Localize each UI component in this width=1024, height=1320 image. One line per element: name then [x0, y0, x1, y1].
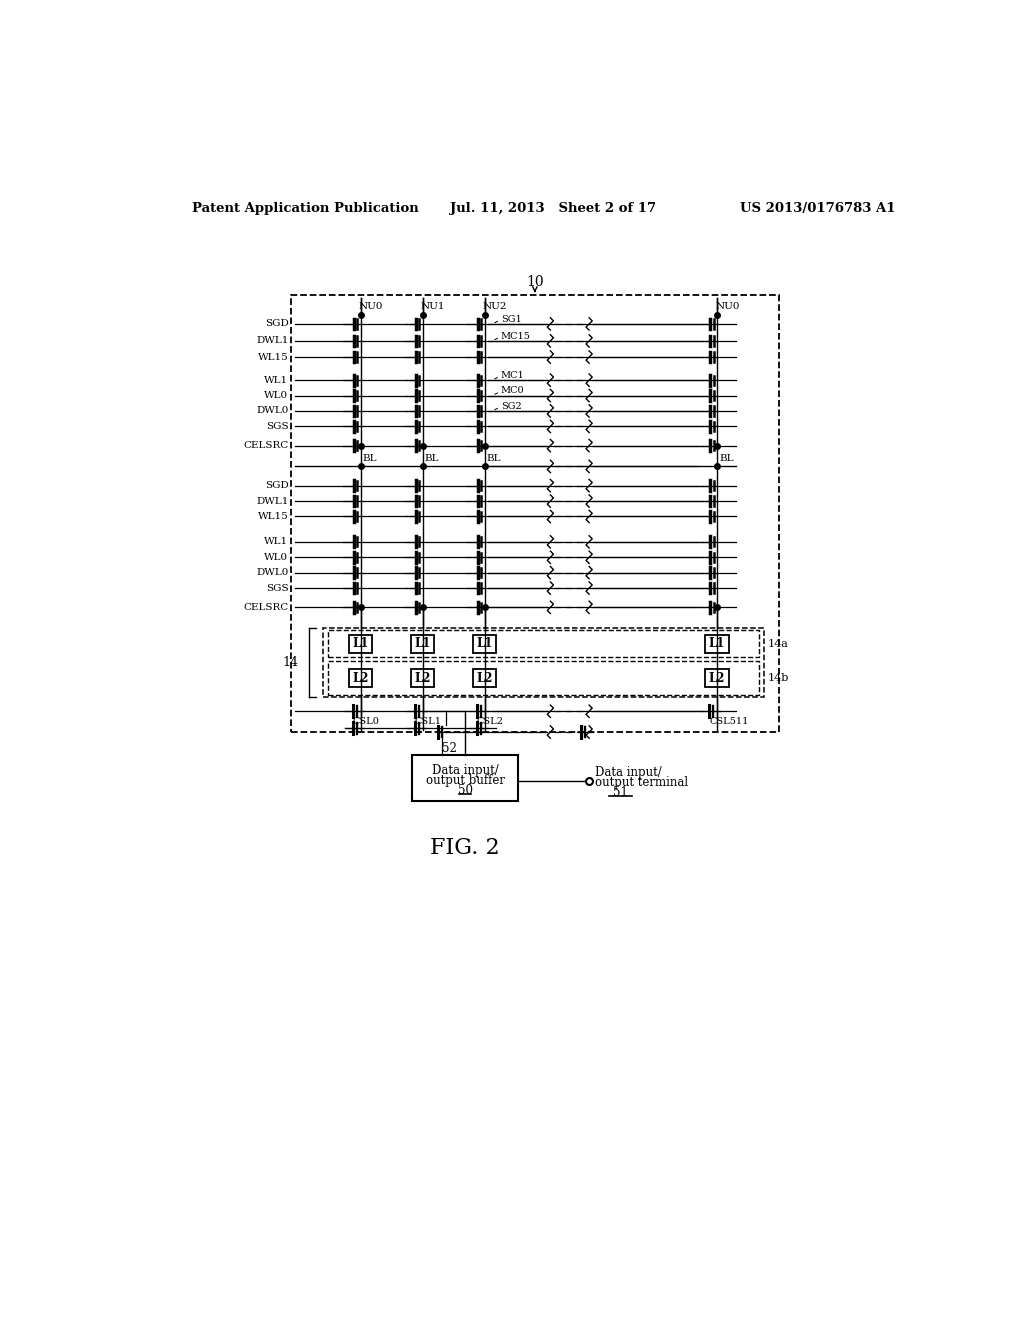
Text: BL: BL: [425, 454, 439, 463]
Text: SG1: SG1: [501, 315, 521, 323]
Text: WL15: WL15: [258, 352, 289, 362]
Text: SGD: SGD: [264, 482, 289, 490]
Text: output buffer: output buffer: [426, 774, 505, 787]
Text: SGS: SGS: [266, 422, 289, 430]
Text: WL15: WL15: [258, 512, 289, 521]
Text: CSL0: CSL0: [352, 717, 380, 726]
Text: CELSRC: CELSRC: [243, 441, 289, 450]
Text: WL1: WL1: [264, 376, 289, 384]
Text: MC0: MC0: [501, 387, 524, 396]
Text: DWL1: DWL1: [256, 337, 289, 346]
Text: 52: 52: [442, 742, 457, 755]
Text: NU0: NU0: [359, 302, 383, 310]
Text: L1: L1: [415, 638, 431, 651]
Text: L2: L2: [709, 672, 725, 685]
Text: DWL1: DWL1: [256, 496, 289, 506]
Text: CSL1: CSL1: [415, 717, 441, 726]
Text: DWL0: DWL0: [256, 568, 289, 577]
Text: L2: L2: [415, 672, 431, 685]
Text: WL0: WL0: [264, 553, 289, 562]
Text: output terminal: output terminal: [595, 776, 688, 789]
Text: MC15: MC15: [501, 331, 530, 341]
Text: BL: BL: [486, 454, 502, 463]
Text: 14b: 14b: [767, 673, 788, 684]
Text: WL1: WL1: [264, 537, 289, 546]
Bar: [473, 669, 496, 688]
Text: SGD: SGD: [264, 319, 289, 329]
Bar: [473, 635, 496, 653]
Text: Data input/: Data input/: [595, 767, 663, 779]
Text: 14: 14: [283, 656, 299, 669]
Bar: [411, 635, 434, 653]
Text: CSL511: CSL511: [710, 717, 749, 726]
Text: MC1: MC1: [501, 371, 524, 380]
Text: 51: 51: [612, 787, 628, 800]
Text: US 2013/0176783 A1: US 2013/0176783 A1: [740, 202, 896, 215]
Text: SG2: SG2: [501, 401, 521, 411]
Text: WL0: WL0: [264, 391, 289, 400]
Text: 14a: 14a: [767, 639, 788, 649]
Text: Patent Application Publication: Patent Application Publication: [193, 202, 419, 215]
Text: L2: L2: [352, 672, 369, 685]
Text: Jul. 11, 2013   Sheet 2 of 17: Jul. 11, 2013 Sheet 2 of 17: [450, 202, 655, 215]
Text: NU0: NU0: [716, 302, 740, 310]
Bar: [706, 635, 729, 653]
Text: NU2: NU2: [483, 302, 508, 310]
Text: NU1: NU1: [421, 302, 445, 310]
Text: BL: BL: [362, 454, 377, 463]
Bar: [706, 669, 729, 688]
Text: L1: L1: [476, 638, 493, 651]
Text: L1: L1: [709, 638, 725, 651]
Bar: [349, 635, 372, 653]
Text: DWL0: DWL0: [256, 407, 289, 416]
Text: FIG. 2: FIG. 2: [430, 837, 500, 858]
Text: 10: 10: [526, 275, 544, 289]
Bar: [411, 669, 434, 688]
Text: Data input/: Data input/: [432, 764, 499, 777]
Text: L1: L1: [352, 638, 369, 651]
Bar: [349, 669, 372, 688]
Text: CELSRC: CELSRC: [243, 603, 289, 611]
Text: CSL2: CSL2: [477, 717, 504, 726]
Text: SGS: SGS: [266, 583, 289, 593]
Text: BL: BL: [719, 454, 734, 463]
Text: L2: L2: [476, 672, 493, 685]
Bar: [413, 755, 518, 801]
Text: 50: 50: [458, 784, 473, 797]
